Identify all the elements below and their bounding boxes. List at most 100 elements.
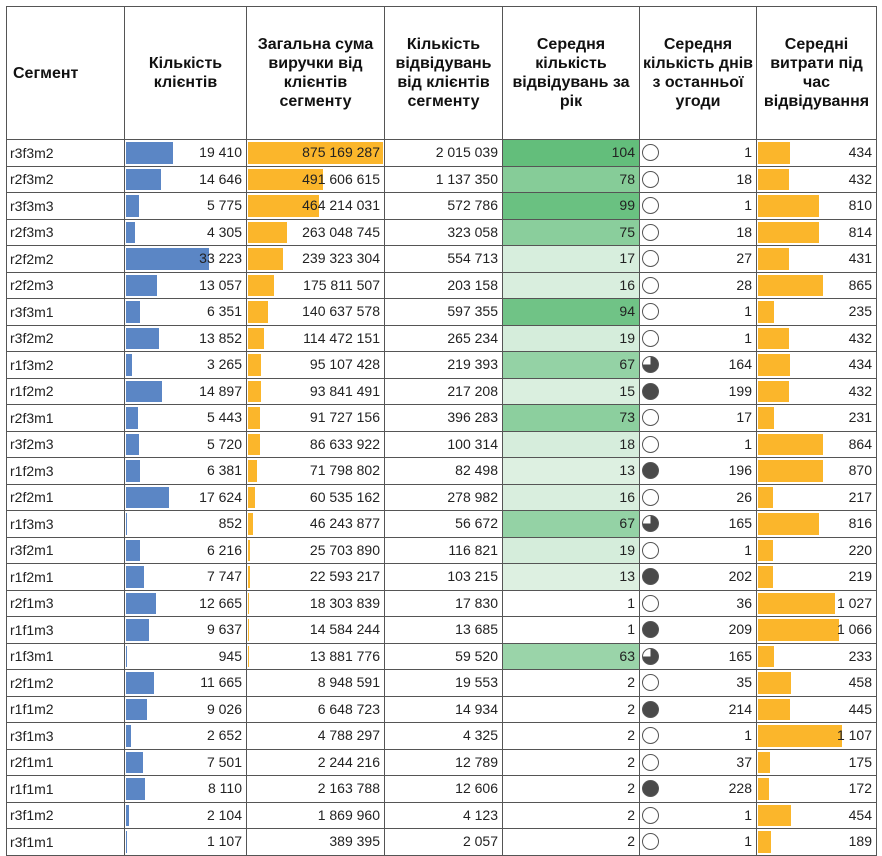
segment-cell: r1f1m1: [7, 776, 125, 803]
revenue-cell: 93 841 491: [247, 378, 385, 405]
visits-cell: 217 208: [385, 378, 503, 405]
segment-cell: r2f3m3: [7, 219, 125, 246]
spend-bar: [758, 566, 773, 588]
cell-value: 2 104: [207, 803, 242, 829]
visits-cell: 4 325: [385, 723, 503, 750]
cell-value: 25 703 890: [310, 538, 380, 564]
visits-cell: 116 821: [385, 537, 503, 564]
clients-cell: 7 501: [125, 749, 247, 776]
cell-value: 22 593 217: [310, 564, 380, 590]
revenue-bar: [248, 275, 274, 297]
cell-value: 458: [849, 670, 872, 696]
cell-value: 165: [729, 511, 752, 537]
revenue-bar: [248, 381, 261, 403]
revenue-bar: [248, 248, 283, 270]
avg-spend-cell: 816: [757, 511, 877, 538]
cell-value: 2 163 788: [318, 776, 380, 802]
avg-visits-cell: 94: [503, 299, 640, 326]
spend-bar: [758, 195, 819, 217]
revenue-bar: [248, 460, 257, 482]
clients-bar: [126, 778, 145, 800]
cell-value: 2: [627, 776, 635, 802]
clients-cell: 4 305: [125, 219, 247, 246]
visits-cell: 597 355: [385, 299, 503, 326]
cell-value: 5 775: [207, 193, 242, 219]
clients-bar: [126, 328, 159, 350]
cell-value: 214: [729, 697, 752, 723]
status-pie-icon: [642, 462, 659, 479]
cell-value: 17: [736, 405, 752, 431]
cell-value: 1: [744, 829, 752, 855]
cell-value: 86 633 922: [310, 432, 380, 458]
visits-cell: 14 934: [385, 696, 503, 723]
cell-value: 15: [619, 379, 635, 405]
avg-visits-cell: 2: [503, 696, 640, 723]
cell-value: 816: [849, 511, 872, 537]
status-pie-icon: [642, 595, 659, 612]
revenue-cell: 60 535 162: [247, 484, 385, 511]
avg-visits-cell: 2: [503, 670, 640, 697]
cell-value: 239 323 304: [302, 246, 380, 272]
cell-value: 1: [744, 299, 752, 325]
days-since-cell: 1: [640, 802, 757, 829]
avg-spend-cell: 175: [757, 749, 877, 776]
cell-value: 233: [849, 644, 872, 670]
header-avg-spend: Середні витрати під час відвідування: [757, 7, 877, 140]
revenue-bar: [248, 513, 253, 535]
status-pie-icon: [642, 727, 659, 744]
cell-value: 13 057: [199, 273, 242, 299]
visits-cell: 1 137 350: [385, 166, 503, 193]
cell-value: 199: [729, 379, 752, 405]
cell-value: 4 788 297: [318, 723, 380, 749]
avg-visits-cell: 2: [503, 723, 640, 750]
cell-value: 17 830: [455, 591, 498, 617]
visits-cell: 19 553: [385, 670, 503, 697]
segment-cell: r2f3m2: [7, 166, 125, 193]
avg-spend-cell: 1 027: [757, 590, 877, 617]
clients-bar: [126, 248, 209, 270]
clients-cell: 33 223: [125, 246, 247, 273]
spend-bar: [758, 354, 790, 376]
status-pie-icon: [642, 568, 659, 585]
cell-value: 175 811 507: [303, 273, 380, 299]
cell-value: 94: [619, 299, 635, 325]
cell-value: 14 646: [199, 167, 242, 193]
revenue-cell: 875 169 287: [247, 140, 385, 167]
cell-value: 4 123: [463, 803, 498, 829]
cell-value: 852: [219, 511, 242, 537]
revenue-cell: 114 472 151: [247, 325, 385, 352]
avg-visits-cell: 75: [503, 219, 640, 246]
days-since-cell: 18: [640, 166, 757, 193]
status-pie-icon: [642, 171, 659, 188]
clients-cell: 5 720: [125, 431, 247, 458]
cell-value: 82 498: [455, 458, 498, 484]
days-since-cell: 228: [640, 776, 757, 803]
visits-cell: 82 498: [385, 458, 503, 485]
header-visits: Кількість відвідувань від клієнтів сегме…: [385, 7, 503, 140]
cell-value: 202: [729, 564, 752, 590]
cell-value: 217 208: [447, 379, 498, 405]
revenue-bar: [248, 434, 260, 456]
cell-value: 18: [736, 167, 752, 193]
days-since-cell: 165: [640, 511, 757, 538]
status-pie-icon: [642, 409, 659, 426]
avg-visits-cell: 2: [503, 776, 640, 803]
segment-cell: r1f2m3: [7, 458, 125, 485]
days-since-cell: 196: [640, 458, 757, 485]
spend-bar: [758, 672, 791, 694]
cell-value: 2: [627, 670, 635, 696]
clients-cell: 6 381: [125, 458, 247, 485]
spend-bar: [758, 513, 819, 535]
revenue-bar: [248, 593, 249, 615]
status-pie-icon: [642, 144, 659, 161]
cell-value: 209: [729, 617, 752, 643]
cell-value: 18 303 839: [310, 591, 380, 617]
cell-value: 33 223: [199, 246, 242, 272]
cell-value: 13 852: [199, 326, 242, 352]
avg-spend-cell: 1 066: [757, 617, 877, 644]
